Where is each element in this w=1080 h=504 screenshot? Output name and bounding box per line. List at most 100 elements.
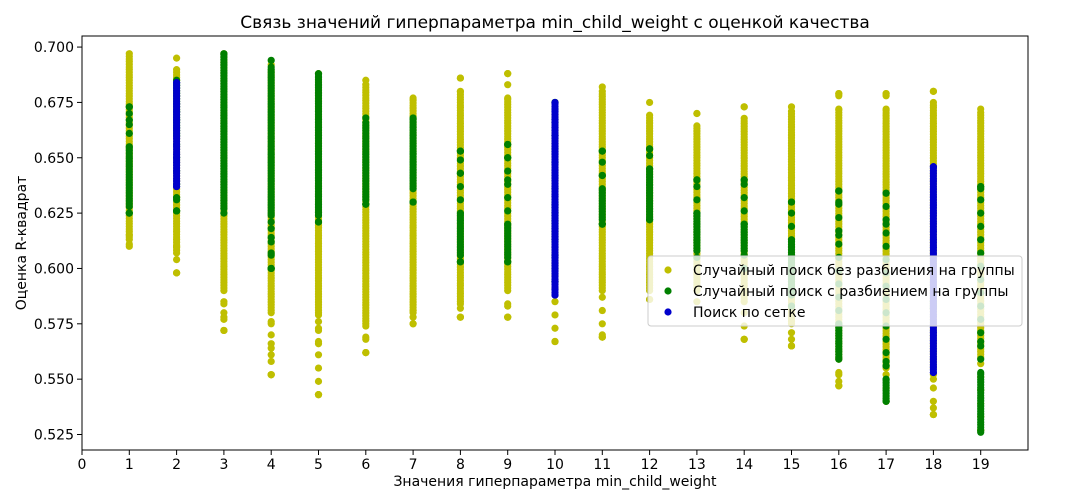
data-point: [220, 326, 228, 335]
data-point: [598, 158, 606, 166]
data-point: [267, 344, 275, 352]
data-point: [787, 335, 796, 343]
data-point: [835, 382, 843, 390]
data-point: [977, 182, 985, 191]
data-point: [882, 375, 890, 383]
legend-entry: Поиск по сетке: [693, 305, 806, 321]
data-point: [504, 167, 512, 175]
data-point: [693, 196, 701, 204]
data-point: [173, 54, 181, 62]
data-point: [787, 222, 796, 230]
data-point: [125, 143, 133, 151]
data-point: [693, 122, 701, 130]
x-tick-label: 19: [972, 457, 990, 473]
data-point: [977, 105, 985, 113]
data-point: [267, 251, 275, 259]
data-point: [551, 291, 559, 299]
data-point: [977, 222, 985, 230]
x-tick-label: 17: [877, 457, 895, 473]
data-point: [598, 171, 606, 180]
x-tick-label: 10: [546, 457, 564, 473]
data-point: [125, 231, 133, 239]
data-point: [740, 180, 748, 188]
legend-entry: Случайный поиск с разбиением на группы: [693, 284, 1009, 300]
data-point: [173, 242, 181, 250]
data-point: [456, 156, 464, 164]
data-point: [409, 306, 417, 315]
data-point: [977, 196, 985, 204]
data-point: [314, 391, 323, 399]
data-point: [598, 333, 606, 341]
data-point: [929, 384, 938, 392]
data-point: [787, 198, 796, 206]
data-point: [929, 410, 938, 419]
data-point: [456, 258, 464, 266]
data-point: [882, 189, 890, 197]
data-point: [125, 50, 133, 58]
data-point: [551, 98, 559, 107]
data-point: [456, 300, 464, 308]
data-point: [504, 94, 512, 102]
data-point: [740, 335, 748, 343]
data-point: [977, 342, 985, 350]
data-point: [409, 94, 417, 102]
data-point: [882, 335, 890, 343]
x-tick-label: 5: [314, 457, 323, 473]
data-point: [173, 207, 181, 215]
data-point: [882, 216, 890, 224]
data-point: [409, 313, 417, 321]
data-point: [173, 182, 181, 191]
data-point: [787, 236, 796, 244]
data-point: [882, 348, 890, 357]
data-point: [598, 83, 606, 91]
data-point: [740, 207, 748, 215]
data-point: [740, 114, 748, 122]
data-point: [835, 92, 843, 100]
data-point: [977, 329, 985, 337]
plot-area: [125, 50, 985, 436]
y-tick-label: 0.700: [34, 40, 74, 56]
data-point: [740, 194, 748, 202]
data-point: [835, 227, 843, 235]
data-point: [125, 209, 133, 217]
data-point: [267, 211, 275, 219]
x-tick-label: 0: [78, 457, 87, 473]
data-point: [456, 182, 464, 191]
data-point: [504, 207, 512, 215]
data-point: [929, 368, 938, 377]
data-point: [835, 368, 843, 377]
data-point: [551, 298, 559, 306]
data-point: [267, 371, 275, 379]
data-point: [456, 196, 464, 204]
data-point: [220, 300, 228, 308]
data-point: [220, 313, 228, 321]
data-point: [267, 238, 275, 246]
data-point: [977, 428, 985, 436]
data-point: [504, 180, 512, 188]
y-tick-label: 0.600: [34, 261, 74, 277]
x-tick-label: 9: [503, 457, 512, 473]
data-point: [787, 103, 796, 111]
x-tick-label: 4: [267, 457, 276, 473]
data-point: [835, 200, 843, 208]
data-point: [882, 92, 890, 100]
data-point: [456, 147, 464, 155]
data-point: [646, 111, 654, 119]
data-point: [314, 351, 323, 359]
data-point: [409, 198, 417, 206]
data-point: [929, 163, 938, 171]
data-point: [929, 404, 938, 412]
data-point: [646, 145, 654, 153]
data-point: [929, 98, 938, 107]
data-point: [173, 78, 181, 87]
legend-box: [647, 255, 1023, 327]
data-point: [646, 151, 654, 160]
x-axis-label: Значения гиперпараметра min_child_weight: [393, 474, 717, 490]
data-point: [740, 220, 748, 228]
data-point: [125, 109, 133, 118]
data-point: [504, 194, 512, 202]
data-point: [314, 337, 323, 346]
data-point: [267, 357, 275, 366]
data-point: [125, 240, 133, 248]
data-point: [409, 114, 417, 122]
